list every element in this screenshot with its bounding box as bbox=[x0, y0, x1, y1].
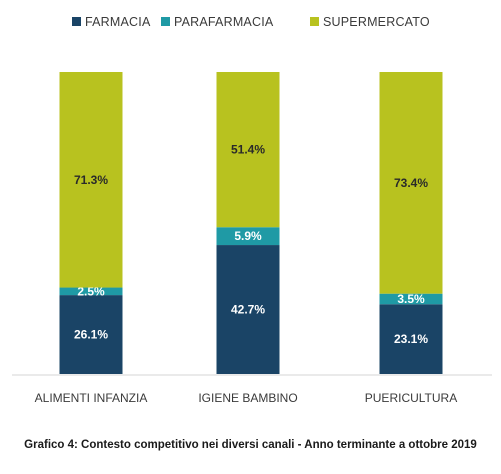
data-label-supermercato-igiene-bambino: 51.4% bbox=[231, 143, 265, 157]
bar-segment-farmacia-puericultura bbox=[379, 304, 443, 374]
legend-swatch-parafarmacia bbox=[161, 17, 170, 26]
bar-segment-parafarmacia-puericultura bbox=[379, 293, 443, 305]
data-label-farmacia-igiene-bambino: 42.7% bbox=[231, 303, 265, 317]
data-label-supermercato-alimenti-infanzia: 71.3% bbox=[74, 173, 108, 187]
legend-label-farmacia: FARMACIA bbox=[85, 15, 151, 29]
chart-legend: FARMACIA PARAFARMACIA SUPERMERCATO bbox=[72, 15, 430, 29]
data-label-farmacia-alimenti-infanzia: 26.1% bbox=[74, 328, 108, 342]
data-label-farmacia-puericultura: 23.1% bbox=[394, 332, 428, 346]
legend-label-parafarmacia: PARAFARMACIA bbox=[174, 15, 274, 29]
bar-segment-parafarmacia-igiene-bambino bbox=[216, 227, 280, 246]
tick-label-puericultura: PUERICULTURA bbox=[365, 391, 457, 405]
tick-label-igiene-bambino: IGIENE BAMBINO bbox=[198, 391, 297, 405]
bar-segment-supermercato-puericultura bbox=[379, 72, 443, 294]
legend-swatch-farmacia bbox=[72, 17, 81, 26]
bar-segment-farmacia-alimenti-infanzia bbox=[59, 295, 123, 374]
bars: 26.1% 2.5% 71.3% 42.7% 5.9% 51.4% 23.1% 3.5% 73.… bbox=[59, 72, 443, 374]
x-axis-tick-labels: ALIMENTI INFANZIA IGIENE BAMBINO PUERICULT… bbox=[35, 391, 458, 405]
chart-caption: Grafico 4: Contesto competitivo nei dive… bbox=[24, 439, 477, 451]
bar-segment-supermercato-igiene-bambino bbox=[216, 72, 280, 228]
data-label-supermercato-puericultura: 73.4% bbox=[394, 176, 428, 190]
bar-segment-parafarmacia-alimenti-infanzia bbox=[59, 287, 123, 296]
bar-segment-supermercato-alimenti-infanzia bbox=[59, 72, 123, 288]
bar-segment-farmacia-igiene-bambino bbox=[216, 245, 280, 374]
data-label-parafarmacia-igiene-bambino: 5.9% bbox=[234, 229, 262, 243]
legend-label-supermercato: SUPERMERCATO bbox=[323, 15, 430, 29]
data-label-parafarmacia-puericultura: 3.5% bbox=[397, 292, 425, 306]
legend-swatch-supermercato bbox=[310, 17, 319, 26]
tick-label-alimenti-infanzia: ALIMENTI INFANZIA bbox=[35, 391, 148, 405]
data-label-parafarmacia-alimenti-infanzia: 2.5% bbox=[77, 284, 105, 298]
